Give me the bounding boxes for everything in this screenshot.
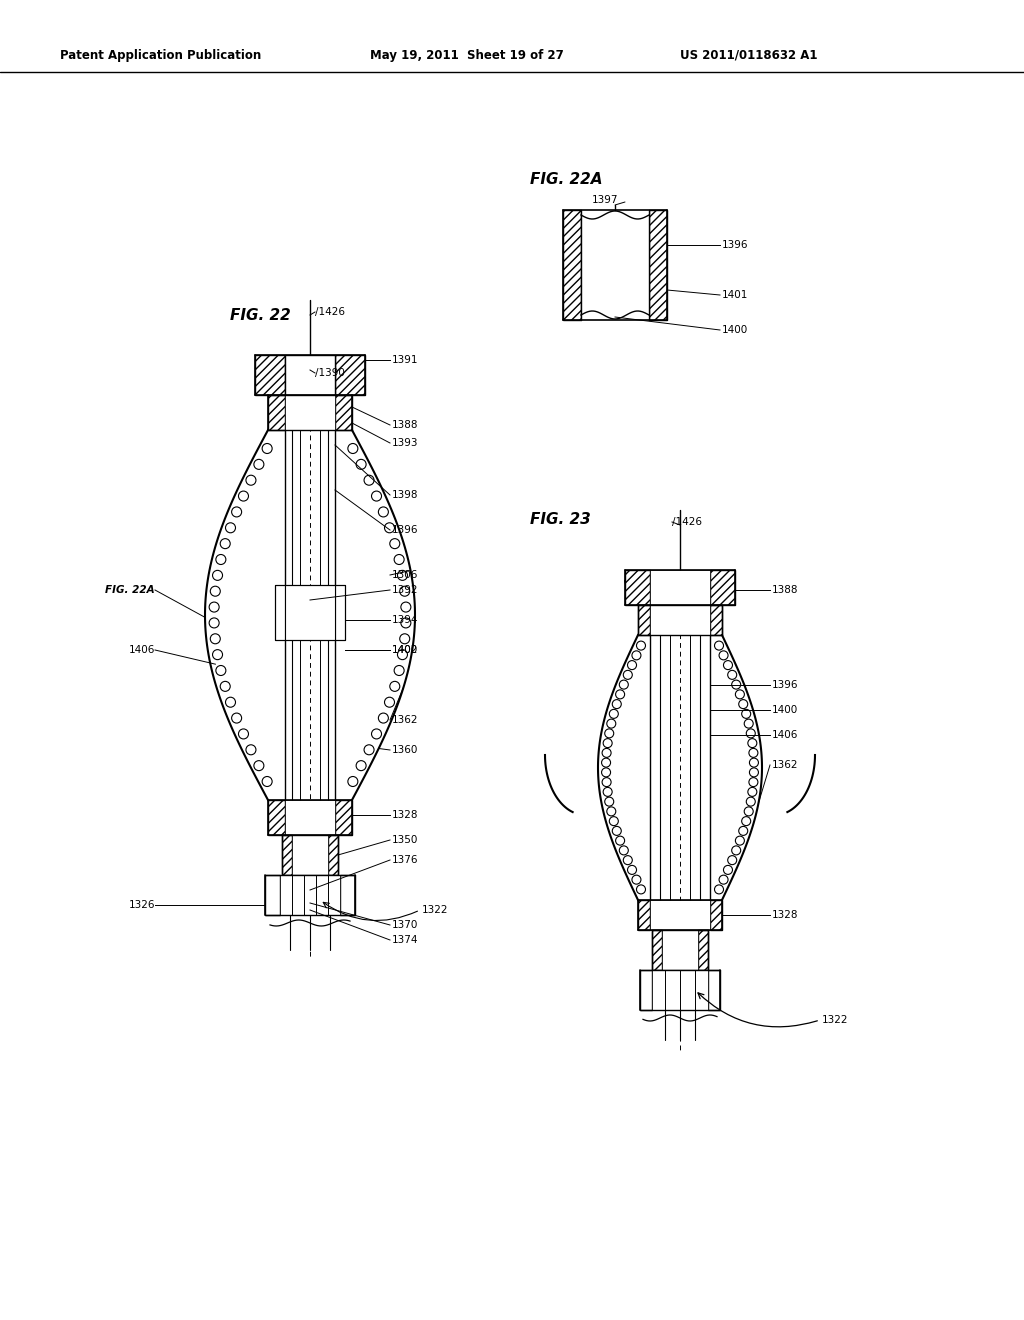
Text: 1322: 1322 bbox=[422, 906, 449, 915]
Text: 1396: 1396 bbox=[392, 525, 419, 535]
Text: 1406: 1406 bbox=[129, 645, 155, 655]
Bar bbox=[285, 800, 335, 836]
Text: /1426: /1426 bbox=[672, 517, 702, 527]
Bar bbox=[275, 585, 285, 640]
Text: FIG. 22A: FIG. 22A bbox=[105, 585, 155, 595]
Bar bbox=[708, 970, 720, 1010]
Bar bbox=[280, 875, 340, 915]
Bar bbox=[649, 210, 667, 319]
Text: 1396: 1396 bbox=[722, 240, 749, 249]
Bar bbox=[652, 970, 708, 1010]
Bar bbox=[710, 605, 722, 635]
Text: 1391: 1391 bbox=[392, 355, 419, 366]
Text: /1426: /1426 bbox=[315, 308, 345, 317]
Bar bbox=[335, 585, 345, 640]
Bar bbox=[563, 210, 581, 319]
Text: 1392: 1392 bbox=[392, 585, 419, 595]
Bar bbox=[282, 836, 292, 875]
Text: 1397: 1397 bbox=[592, 195, 618, 205]
Text: May 19, 2011  Sheet 19 of 27: May 19, 2011 Sheet 19 of 27 bbox=[370, 49, 564, 62]
Bar bbox=[265, 875, 280, 915]
Text: 1362: 1362 bbox=[392, 715, 419, 725]
Text: 1396: 1396 bbox=[772, 680, 799, 690]
Text: 1362: 1362 bbox=[772, 760, 799, 770]
Bar bbox=[285, 585, 335, 640]
Bar bbox=[340, 875, 355, 915]
Text: 1393: 1393 bbox=[392, 438, 419, 447]
Bar bbox=[335, 355, 365, 395]
Bar bbox=[640, 970, 652, 1010]
Bar bbox=[638, 605, 650, 635]
Text: 1376: 1376 bbox=[392, 855, 419, 865]
Bar bbox=[625, 570, 650, 605]
Bar bbox=[650, 900, 710, 931]
Bar bbox=[662, 931, 698, 970]
Text: 1328: 1328 bbox=[392, 810, 419, 820]
Text: 1306: 1306 bbox=[392, 570, 419, 579]
Bar bbox=[292, 836, 328, 875]
Text: 1400: 1400 bbox=[772, 705, 799, 715]
Bar bbox=[328, 836, 338, 875]
Bar bbox=[650, 570, 710, 605]
Text: 1388: 1388 bbox=[392, 420, 419, 430]
Bar bbox=[285, 355, 335, 395]
Text: 1400: 1400 bbox=[722, 325, 749, 335]
Bar bbox=[652, 931, 662, 970]
Bar bbox=[710, 900, 722, 931]
Text: 1394: 1394 bbox=[392, 615, 419, 624]
Text: 1350: 1350 bbox=[392, 836, 419, 845]
Bar bbox=[268, 800, 285, 836]
Text: 1401: 1401 bbox=[722, 290, 749, 300]
Text: 1328: 1328 bbox=[772, 909, 799, 920]
Text: /1390: /1390 bbox=[315, 368, 345, 378]
Bar bbox=[638, 900, 650, 931]
Text: FIG. 22A: FIG. 22A bbox=[530, 173, 602, 187]
Text: 1326: 1326 bbox=[128, 900, 155, 909]
Text: Patent Application Publication: Patent Application Publication bbox=[60, 49, 261, 62]
Text: FIG. 22: FIG. 22 bbox=[230, 308, 291, 322]
Bar bbox=[335, 395, 352, 430]
Text: 1360: 1360 bbox=[392, 744, 419, 755]
Text: FIG. 23: FIG. 23 bbox=[530, 512, 591, 528]
Bar bbox=[285, 395, 335, 430]
Bar bbox=[268, 395, 285, 430]
Text: 1398: 1398 bbox=[392, 490, 419, 500]
Bar bbox=[698, 931, 708, 970]
Text: 1370: 1370 bbox=[392, 920, 419, 931]
Text: 1406: 1406 bbox=[772, 730, 799, 741]
Bar bbox=[335, 800, 352, 836]
Bar bbox=[255, 355, 285, 395]
Text: 1402: 1402 bbox=[392, 645, 419, 655]
Text: 1322: 1322 bbox=[822, 1015, 849, 1026]
Text: 1374: 1374 bbox=[392, 935, 419, 945]
Text: 1400: 1400 bbox=[392, 645, 418, 655]
Bar bbox=[581, 210, 649, 319]
Text: 1388: 1388 bbox=[772, 585, 799, 595]
Bar bbox=[710, 570, 735, 605]
Bar bbox=[650, 605, 710, 635]
Text: US 2011/0118632 A1: US 2011/0118632 A1 bbox=[680, 49, 817, 62]
